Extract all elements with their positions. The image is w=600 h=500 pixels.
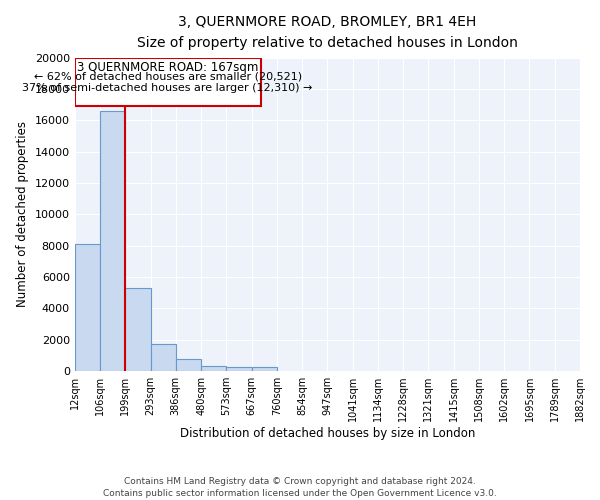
Text: ← 62% of detached houses are smaller (20,521): ← 62% of detached houses are smaller (20… [34,72,302,82]
Text: 37% of semi-detached houses are larger (12,310) →: 37% of semi-detached houses are larger (… [22,83,313,93]
Bar [201,366,226,371]
Bar [74,244,100,371]
Bar [100,111,125,371]
Text: 3 QUERNMORE ROAD: 167sqm: 3 QUERNMORE ROAD: 167sqm [77,61,258,74]
Bar [251,367,277,371]
Y-axis label: Number of detached properties: Number of detached properties [16,122,29,308]
Text: Contains HM Land Registry data © Crown copyright and database right 2024.
Contai: Contains HM Land Registry data © Crown c… [103,476,497,498]
Bar [125,288,151,371]
Bar [151,344,176,371]
Title: 3, QUERNMORE ROAD, BROMLEY, BR1 4EH
Size of property relative to detached houses: 3, QUERNMORE ROAD, BROMLEY, BR1 4EH Size… [137,15,518,50]
X-axis label: Distribution of detached houses by size in London: Distribution of detached houses by size … [179,427,475,440]
Bar [176,360,201,371]
Bar [226,367,251,371]
Bar [74,58,260,106]
